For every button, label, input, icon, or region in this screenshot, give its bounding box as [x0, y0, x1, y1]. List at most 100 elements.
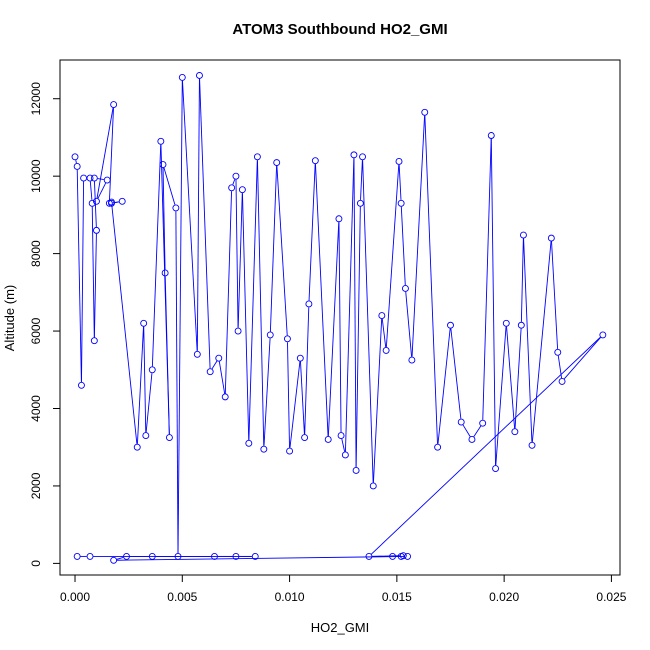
y-tick-label: 2000 — [29, 472, 43, 499]
x-tick-label: 0.010 — [275, 590, 305, 604]
data-point — [234, 327, 242, 335]
series-segment — [289, 361, 301, 448]
data-point — [311, 157, 319, 165]
data-point — [511, 428, 519, 436]
series-segment — [263, 338, 271, 446]
data-point — [283, 335, 291, 343]
data-point — [401, 285, 409, 292]
data-point — [78, 381, 85, 389]
data-point — [161, 269, 169, 277]
series-segment — [237, 193, 243, 328]
series-segment — [89, 181, 93, 200]
data-point — [86, 552, 94, 560]
data-point — [382, 346, 390, 354]
data-point — [71, 153, 79, 161]
series-segment — [424, 115, 438, 444]
data-point — [404, 552, 412, 560]
data-point — [90, 337, 98, 345]
data-point — [286, 447, 294, 455]
series-segment — [96, 107, 114, 199]
series-segment — [199, 78, 211, 369]
series-segment — [136, 326, 144, 444]
data-point — [517, 321, 525, 329]
data-point — [356, 199, 364, 207]
data-point — [253, 153, 261, 161]
data-point — [232, 172, 240, 180]
series-segment — [300, 361, 305, 435]
data-point — [103, 176, 111, 184]
data-point — [266, 331, 274, 339]
data-point — [468, 436, 476, 443]
data-point — [90, 174, 98, 182]
data-point — [350, 151, 358, 159]
series-segment — [162, 167, 166, 270]
data-point — [528, 441, 536, 449]
data-point — [395, 158, 403, 165]
series-segment — [304, 307, 310, 435]
x-axis: 0.000 0.005 0.010 0.015 0.020 0.025 — [60, 574, 627, 604]
data-point — [172, 204, 180, 212]
data-point — [174, 552, 182, 560]
series-segment — [360, 160, 363, 200]
x-tick-label: 0.000 — [60, 590, 90, 604]
data-point — [492, 465, 500, 472]
series-segment — [398, 164, 402, 200]
data-point — [140, 319, 148, 327]
series-segment — [257, 160, 265, 446]
series-segment — [462, 424, 471, 437]
series-segment — [362, 160, 374, 483]
data-point — [479, 419, 487, 427]
data-point — [519, 231, 527, 239]
series-segment — [338, 222, 342, 433]
data-point — [389, 552, 397, 560]
data-point — [133, 443, 141, 451]
series-segment — [114, 201, 119, 204]
series-segment — [381, 318, 387, 348]
series-segment — [531, 241, 552, 442]
data-point — [599, 331, 607, 339]
data-point — [245, 439, 253, 447]
data-point — [421, 108, 429, 116]
x-axis-label: HO2_GMI — [311, 620, 370, 635]
series-segment — [175, 211, 179, 554]
series-segment — [411, 115, 426, 357]
series-segment — [97, 182, 107, 199]
series-segment — [315, 164, 329, 437]
data-point — [352, 467, 360, 474]
data-point — [157, 137, 165, 145]
series-segment — [523, 238, 533, 442]
series-segment — [232, 179, 236, 185]
series-segment — [235, 179, 239, 328]
series-segment — [450, 328, 462, 419]
data-point — [110, 556, 118, 564]
y-tick-label: 10000 — [29, 159, 43, 193]
y-tick-label: 6000 — [29, 317, 43, 344]
series-segment — [355, 206, 361, 468]
data-point — [215, 354, 223, 362]
series-segment — [385, 164, 400, 348]
data-point — [73, 552, 81, 560]
data-point — [148, 552, 156, 560]
series-segment — [400, 206, 406, 286]
data-point — [487, 132, 495, 139]
series-segment — [218, 361, 226, 394]
y-axis: 0 2000 4000 6000 8000 10000 12000 — [29, 82, 61, 567]
data-point — [341, 451, 349, 459]
series-segment — [164, 276, 170, 435]
data-point — [554, 348, 562, 356]
data-point — [369, 482, 377, 490]
data-point — [193, 350, 201, 358]
data-point — [206, 368, 214, 376]
data-point — [260, 445, 268, 453]
series-segment — [269, 165, 278, 332]
data-point — [457, 418, 465, 426]
series-segment — [372, 318, 383, 483]
x-tick-label: 0.020 — [489, 590, 519, 604]
data-point — [359, 153, 366, 161]
series-segment — [196, 78, 200, 351]
data-point — [118, 197, 126, 205]
data-point — [86, 174, 94, 182]
series-segment — [495, 326, 507, 466]
series-segment — [91, 206, 95, 338]
data-point — [165, 434, 173, 441]
